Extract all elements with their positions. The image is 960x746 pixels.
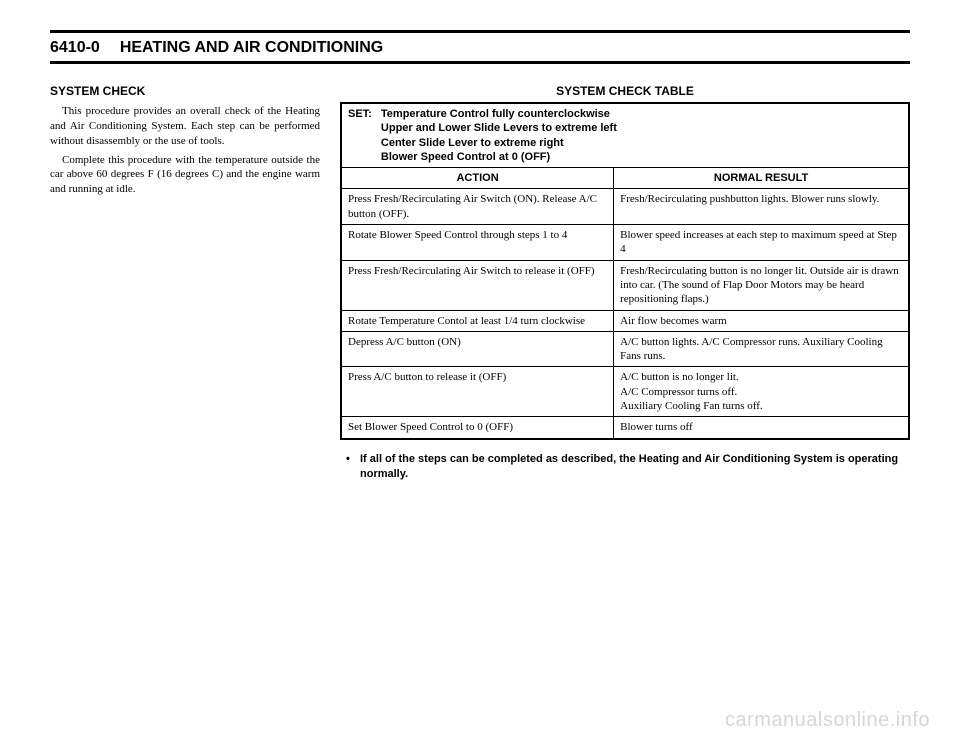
page-title: HEATING AND AIR CONDITIONING <box>120 39 383 57</box>
table-row: Rotate Blower Speed Control through step… <box>341 225 909 261</box>
page-number: 6410-0 <box>50 39 100 57</box>
set-line-2: Center Slide Lever to extreme right <box>381 137 564 149</box>
action-cell: Press Fresh/Recirculating Air Switch (ON… <box>341 189 614 225</box>
set-line-0: Temperature Control fully counterclockwi… <box>381 108 610 120</box>
result-cell: A/C button lights. A/C Compressor runs. … <box>614 331 909 367</box>
table-title: SYSTEM CHECK TABLE <box>340 84 910 98</box>
set-label: SET: <box>348 107 372 121</box>
set-line-3: Blower Speed Control at 0 (OFF) <box>381 151 550 163</box>
watermark: carmanualsonline.info <box>725 709 930 732</box>
table-row: Depress A/C button (ON) A/C button light… <box>341 331 909 367</box>
system-check-heading: SYSTEM CHECK <box>50 84 320 98</box>
result-cell: Fresh/Recirculating button is no longer … <box>614 260 909 310</box>
left-column: SYSTEM CHECK This procedure provides an … <box>50 84 320 482</box>
action-cell: Set Blower Speed Control to 0 (OFF) <box>341 417 614 439</box>
action-cell: Rotate Blower Speed Control through step… <box>341 225 614 261</box>
footer-note: If all of the steps can be completed as … <box>340 452 910 483</box>
header-row: ACTION NORMAL RESULT <box>341 168 909 189</box>
table-row: Press A/C button to release it (OFF) A/C… <box>341 367 909 417</box>
col-action: ACTION <box>341 168 614 189</box>
table-row: Rotate Temperature Contol at least 1/4 t… <box>341 310 909 331</box>
intro-para-2: Complete this procedure with the tempera… <box>50 153 320 198</box>
set-cell: SET: Temperature Control fully countercl… <box>341 103 909 168</box>
top-rule <box>50 30 910 33</box>
table-row: Press Fresh/Recirculating Air Switch (ON… <box>341 189 909 225</box>
result-cell: Air flow becomes warm <box>614 310 909 331</box>
right-column: SYSTEM CHECK TABLE SET: Temperature Cont… <box>340 84 910 482</box>
page-header: 6410-0 HEATING AND AIR CONDITIONING <box>50 39 910 64</box>
note-line-1: If all of the steps can be completed as … <box>360 453 898 465</box>
set-line-1: Upper and Lower Slide Levers to extreme … <box>381 122 617 134</box>
set-row: SET: Temperature Control fully countercl… <box>341 103 909 168</box>
result-cell: Blower turns off <box>614 417 909 439</box>
system-check-table: SET: Temperature Control fully countercl… <box>340 102 910 440</box>
result-cell: Fresh/Recirculating pushbutton lights. B… <box>614 189 909 225</box>
action-cell: Press Fresh/Recirculating Air Switch to … <box>341 260 614 310</box>
col-result: NORMAL RESULT <box>614 168 909 189</box>
note-line-2: normally. <box>360 467 910 482</box>
table-row: Set Blower Speed Control to 0 (OFF) Blow… <box>341 417 909 439</box>
result-cell: A/C button is no longer lit. A/C Compres… <box>614 367 909 417</box>
action-cell: Rotate Temperature Contol at least 1/4 t… <box>341 310 614 331</box>
content-row: SYSTEM CHECK This procedure provides an … <box>50 84 910 482</box>
set-lines: Temperature Control fully counterclockwi… <box>381 107 617 164</box>
intro-para-1: This procedure provides an overall check… <box>50 104 320 149</box>
table-row: Press Fresh/Recirculating Air Switch to … <box>341 260 909 310</box>
action-cell: Depress A/C button (ON) <box>341 331 614 367</box>
result-cell: Blower speed increases at each step to m… <box>614 225 909 261</box>
action-cell: Press A/C button to release it (OFF) <box>341 367 614 417</box>
